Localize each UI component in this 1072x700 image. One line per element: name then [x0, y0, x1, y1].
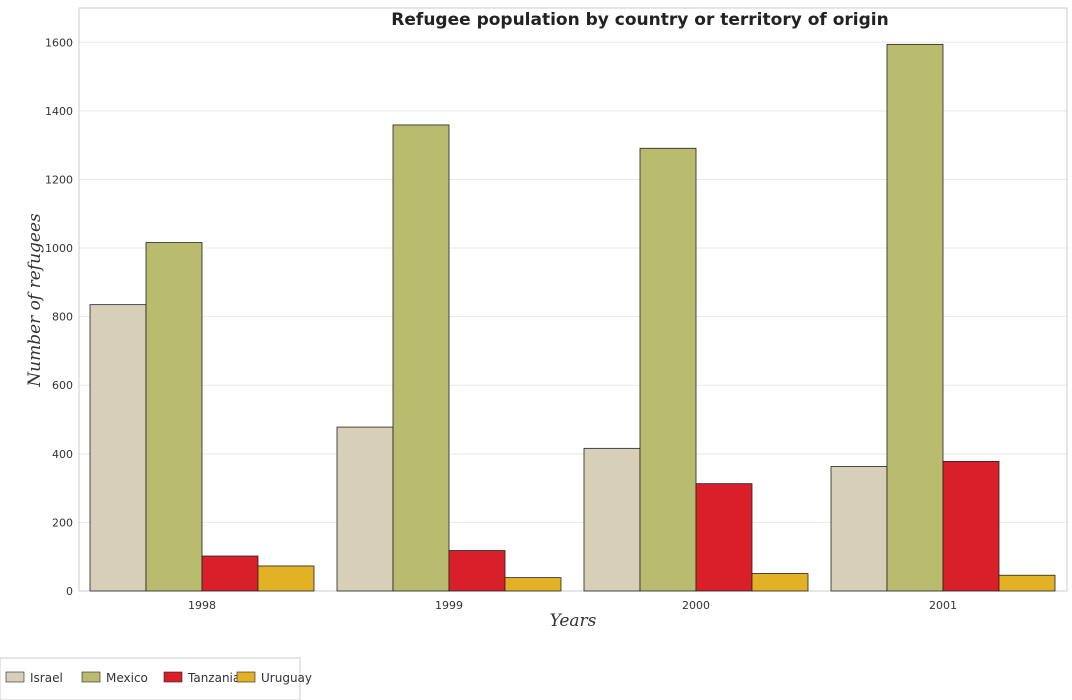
x-tick-label: 1998 [188, 599, 216, 612]
bar-israel-1998 [89, 304, 147, 592]
bar-uruguay-1998 [257, 565, 315, 592]
plot-frame [78, 7, 1068, 592]
y-tick-label: 1400 [45, 105, 73, 118]
bar-israel-1999 [336, 426, 394, 592]
y-tick-label: 1600 [45, 36, 73, 49]
gridlines [79, 41, 1067, 592]
y-tick-label: 400 [52, 448, 73, 461]
y-axis-title: Number of refugees [25, 213, 45, 388]
x-axis-ticks: 1998 1999 2000 2001 [188, 599, 957, 612]
legend-label-israel: Israel [30, 671, 63, 685]
x-tick-label: 1999 [435, 599, 463, 612]
legend-label-mexico: Mexico [106, 671, 148, 685]
bar-tanzania-1999 [448, 550, 506, 592]
y-tick-label: 200 [52, 516, 73, 529]
bar-mexico-1998 [145, 242, 203, 592]
bar-israel-2000 [583, 447, 641, 592]
legend-swatch-uruguay [236, 671, 256, 683]
bar-mexico-1999 [392, 124, 450, 592]
y-tick-label: 800 [52, 311, 73, 324]
legend-label-uruguay: Uruguay [261, 671, 312, 685]
bar-uruguay-2001 [998, 574, 1056, 592]
y-axis-ticks: 0 200 400 600 800 1000 1200 1400 1600 [45, 36, 73, 598]
bar-uruguay-2000 [751, 573, 809, 592]
legend-label-tanzania: Tanzania [187, 671, 240, 685]
x-tick-label: 2001 [929, 599, 957, 612]
y-tick-label: 600 [52, 379, 73, 392]
bar-israel-2001 [830, 466, 888, 592]
bars [89, 43, 1056, 592]
legend-swatch-tanzania [163, 671, 183, 683]
y-tick-label: 1200 [45, 173, 73, 186]
bar-mexico-2001 [886, 43, 944, 592]
bar-tanzania-2001 [942, 460, 1000, 592]
y-tick-label: 0 [66, 585, 73, 598]
bar-uruguay-1999 [504, 577, 562, 592]
x-axis-title: Years [550, 611, 597, 631]
legend-swatch-mexico [81, 671, 101, 683]
x-tick-label: 2000 [682, 599, 710, 612]
legend-swatch-israel [5, 671, 25, 683]
legend: Israel Mexico Tanzania Uruguay [0, 657, 312, 700]
bar-tanzania-1998 [201, 555, 259, 592]
bar-tanzania-2000 [695, 483, 753, 592]
bar-mexico-2000 [639, 147, 697, 592]
y-tick-label: 1000 [45, 242, 73, 255]
chart-title: Refugee population by country or territo… [391, 10, 888, 30]
